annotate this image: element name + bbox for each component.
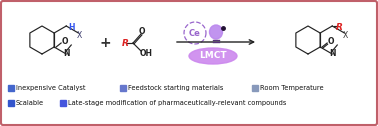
Text: X: X — [77, 30, 82, 39]
Text: Late-stage modification of pharmaceutically-relevant compounds: Late-stage modification of pharmaceutica… — [68, 100, 287, 106]
Text: Feedstock starting materials: Feedstock starting materials — [128, 85, 223, 91]
Text: Room Temperature: Room Temperature — [260, 85, 324, 91]
Ellipse shape — [189, 48, 237, 64]
FancyBboxPatch shape — [1, 1, 377, 125]
Text: R: R — [122, 39, 129, 48]
Text: N: N — [63, 50, 70, 58]
Text: Scalable: Scalable — [16, 100, 44, 106]
Bar — [120, 85, 126, 91]
Text: O: O — [139, 26, 145, 36]
Text: N: N — [329, 50, 336, 58]
Text: LMCT: LMCT — [199, 52, 227, 60]
Text: Inexpensive Catalyst: Inexpensive Catalyst — [16, 85, 85, 91]
Bar — [8, 85, 14, 91]
Ellipse shape — [209, 25, 223, 39]
Text: +: + — [99, 36, 111, 50]
Bar — [8, 100, 14, 106]
Text: O: O — [328, 38, 335, 46]
Text: H: H — [68, 24, 74, 33]
Text: OH: OH — [139, 49, 152, 57]
Text: X: X — [343, 30, 348, 39]
Bar — [252, 85, 258, 91]
Text: Ce: Ce — [189, 28, 201, 38]
Text: R: R — [336, 24, 343, 33]
Bar — [60, 100, 66, 106]
Text: O: O — [62, 38, 68, 46]
